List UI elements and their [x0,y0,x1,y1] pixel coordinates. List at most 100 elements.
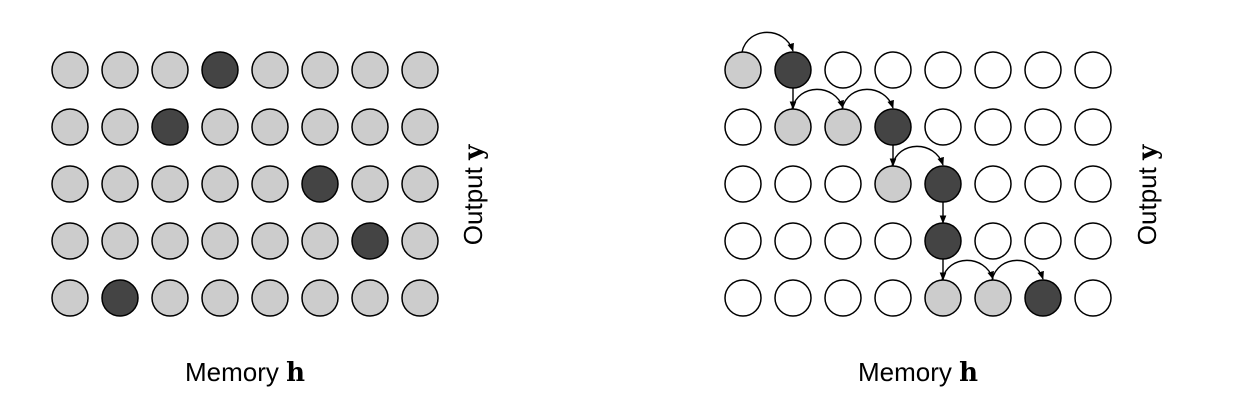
right-cell-empty-r0-c6 [1024,51,1062,89]
right-y-label-text: Output [1132,166,1162,245]
left-cell-light-r2-c3 [201,165,239,203]
left-cell-light-r3-c0 [51,222,89,260]
right-arrow-arc-9 [991,259,1044,281]
left-cell-light-r3-c4 [251,222,289,260]
right-cell-empty-r0-c5 [974,51,1012,89]
right-arrow-arc-2 [791,88,844,110]
right-cell-empty-r0-c3 [874,51,912,89]
left-cell-light-r0-c7 [401,51,439,89]
right-cell-light-r2-c3 [874,165,912,203]
right-y-var: y [1133,144,1163,161]
right-cell-empty-r4-c1 [774,279,812,317]
left-x-axis-label: Memory h [185,357,305,388]
right-cell-empty-r4-c2 [824,279,862,317]
left-x-var: h [286,358,305,388]
left-cell-light-r4-c4 [251,279,289,317]
left-cell-light-r0-c1 [101,51,139,89]
left-cell-light-r4-c7 [401,279,439,317]
left-cell-light-r4-c5 [301,279,339,317]
right-cell-empty-r1-c4 [924,108,962,146]
right-path-arrows [741,31,1044,281]
left-circle-grid [51,51,439,317]
left-cell-light-r0-c2 [151,51,189,89]
left-cell-light-r4-c0 [51,279,89,317]
left-y-var: y [459,144,489,161]
left-cell-light-r4-c6 [351,279,389,317]
right-cell-empty-r3-c6 [1024,222,1062,260]
left-cell-dark-r1-c2 [151,108,189,146]
left-cell-light-r2-c0 [51,165,89,203]
right-cell-empty-r0-c2 [824,51,862,89]
right-cell-light-r4-c5 [974,279,1012,317]
left-cell-light-r2-c2 [151,165,189,203]
right-cell-empty-r2-c2 [824,165,862,203]
right-x-var: h [959,358,978,388]
left-cell-dark-r2-c5 [301,165,339,203]
left-cell-light-r1-c4 [251,108,289,146]
right-cell-empty-r1-c5 [974,108,1012,146]
right-y-axis-label: Output y [1132,144,1163,245]
right-cell-empty-r3-c2 [824,222,862,260]
right-cell-dark-r3-c4 [924,222,962,260]
right-cell-empty-r4-c7 [1074,279,1112,317]
left-x-label-text: Memory [185,357,279,387]
left-cell-light-r0-c6 [351,51,389,89]
right-cell-dark-r0-c1 [774,51,812,89]
left-cell-light-r2-c1 [101,165,139,203]
left-panel: Memory h Output y [51,51,489,388]
right-cell-dark-r4-c6 [1024,279,1062,317]
left-cell-dark-r4-c1 [101,279,139,317]
right-cell-empty-r1-c7 [1074,108,1112,146]
right-panel: Memory h Output y [724,31,1163,388]
left-cell-light-r2-c4 [251,165,289,203]
left-y-label-text: Output [458,166,488,245]
left-cell-light-r1-c6 [351,108,389,146]
right-cell-light-r0-c0 [724,51,762,89]
right-cell-light-r4-c4 [924,279,962,317]
right-cell-dark-r2-c4 [924,165,962,203]
right-cell-empty-r3-c1 [774,222,812,260]
right-cell-light-r1-c2 [824,108,862,146]
right-cell-empty-r3-c3 [874,222,912,260]
left-cell-dark-r3-c6 [351,222,389,260]
left-cell-dark-r0-c3 [201,51,239,89]
left-cell-light-r0-c0 [51,51,89,89]
left-cell-light-r4-c2 [151,279,189,317]
right-cell-empty-r3-c0 [724,222,762,260]
right-cell-empty-r3-c5 [974,222,1012,260]
left-cell-light-r3-c1 [101,222,139,260]
right-cell-empty-r2-c6 [1024,165,1062,203]
left-cell-light-r3-c3 [201,222,239,260]
right-cell-empty-r4-c3 [874,279,912,317]
left-cell-light-r2-c7 [401,165,439,203]
left-cell-light-r3-c2 [151,222,189,260]
right-arrow-arc-5 [891,145,944,167]
right-cell-empty-r1-c6 [1024,108,1062,146]
left-cell-light-r1-c7 [401,108,439,146]
right-x-label-text: Memory [858,357,952,387]
left-cell-light-r1-c1 [101,108,139,146]
left-cell-light-r0-c4 [251,51,289,89]
right-cell-empty-r2-c0 [724,165,762,203]
left-cell-light-r1-c3 [201,108,239,146]
right-circle-grid [724,51,1112,317]
left-cell-light-r4-c3 [201,279,239,317]
right-cell-empty-r0-c4 [924,51,962,89]
right-arrow-arc-0 [741,31,794,53]
left-cell-light-r2-c6 [351,165,389,203]
right-cell-empty-r4-c0 [724,279,762,317]
left-cell-light-r0-c5 [301,51,339,89]
left-cell-light-r3-c5 [301,222,339,260]
left-cell-light-r3-c7 [401,222,439,260]
right-cell-empty-r0-c7 [1074,51,1112,89]
right-cell-empty-r2-c5 [974,165,1012,203]
right-arrow-arc-3 [841,88,894,110]
right-cell-dark-r1-c3 [874,108,912,146]
right-cell-empty-r3-c7 [1074,222,1112,260]
left-cell-light-r1-c0 [51,108,89,146]
left-y-axis-label: Output y [458,144,489,245]
right-arrow-arc-8 [941,259,994,281]
right-cell-empty-r2-c1 [774,165,812,203]
left-cell-light-r1-c5 [301,108,339,146]
